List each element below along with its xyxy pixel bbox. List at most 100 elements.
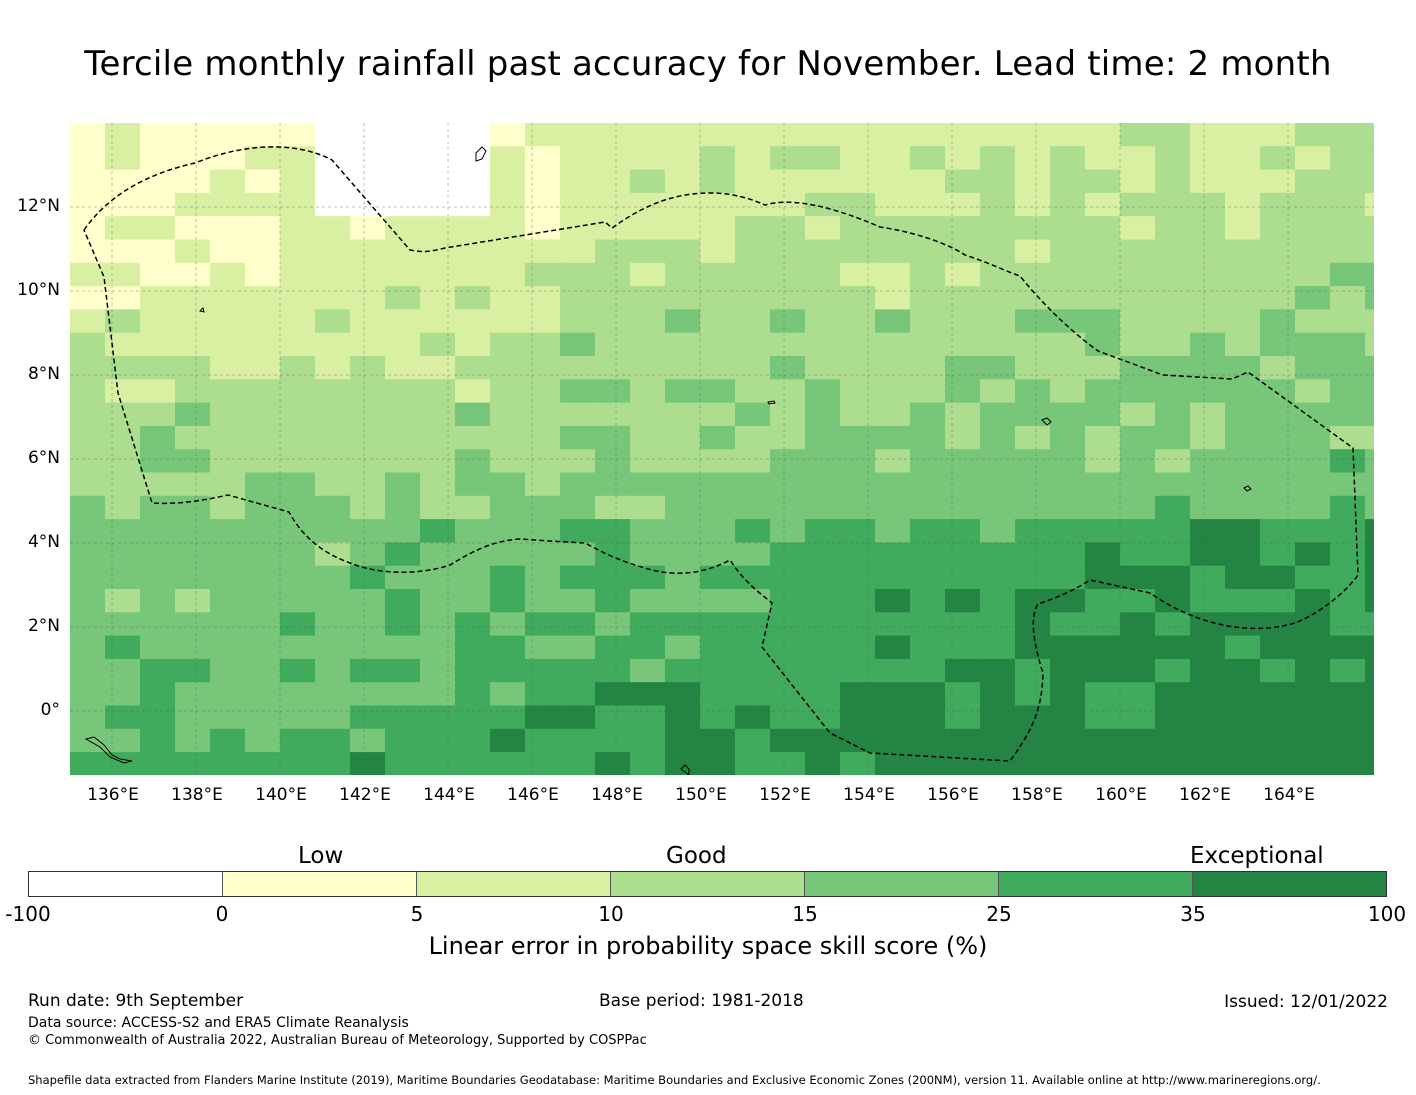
grid-cell [735, 495, 771, 520]
grid-cell [525, 192, 561, 217]
grid-cell [280, 495, 316, 520]
grid-cell [1295, 728, 1331, 753]
grid-cell [420, 752, 456, 775]
grid-cell [70, 728, 106, 753]
grid-cell [315, 239, 351, 264]
grid-cell [420, 402, 456, 427]
grid-cell [210, 752, 246, 775]
grid-cell [1015, 472, 1051, 497]
grid-cell [490, 612, 526, 637]
grid-cell [315, 542, 351, 567]
grid-cell [1190, 658, 1226, 683]
grid-cell [665, 332, 701, 357]
grid-cell [630, 309, 666, 334]
grid-cell [385, 495, 421, 520]
grid-cell [805, 425, 841, 450]
grid-cell [945, 309, 981, 334]
grid-cell [1050, 565, 1086, 590]
grid-cell [630, 752, 666, 775]
grid-cell [140, 589, 176, 613]
grid-cell [1365, 565, 1374, 590]
grid-cell [350, 612, 386, 637]
grid-cell [945, 402, 981, 427]
grid-cell [1155, 495, 1191, 520]
grid-cell [210, 169, 246, 194]
grid-cell [945, 192, 981, 217]
grid-cell [700, 682, 736, 706]
grid-cell [420, 262, 456, 287]
grid-cell [70, 216, 106, 240]
grid-cell [280, 728, 316, 753]
grid-cell [175, 635, 211, 660]
grid-cell [875, 519, 911, 543]
grid-cell [490, 216, 526, 240]
grid-cell [350, 542, 386, 567]
grid-cell [595, 309, 631, 334]
lat-label: 10°N [17, 280, 60, 300]
grid-cell [770, 123, 806, 147]
grid-cell [315, 472, 351, 497]
grid-cell [1050, 495, 1086, 520]
grid-cell [1295, 449, 1331, 473]
grid-cell [1015, 286, 1051, 310]
grid-cell [385, 449, 421, 473]
grid-cell [840, 356, 876, 380]
grid-cell [630, 146, 666, 171]
grid-cell [875, 495, 911, 520]
grid-cell [1120, 356, 1156, 380]
grid-cell [665, 123, 701, 147]
grid-cell [140, 356, 176, 380]
grid-cell [945, 728, 981, 753]
grid-cell [840, 658, 876, 683]
grid-cell [1155, 239, 1191, 264]
grid-cell [175, 519, 211, 543]
grid-cell [490, 752, 526, 775]
grid-cell [875, 146, 911, 171]
grid-cell [210, 286, 246, 310]
grid-cell [595, 286, 631, 310]
grid-cell [175, 472, 211, 497]
grid-cell [630, 658, 666, 683]
grid-cell [140, 309, 176, 334]
grid-cell [630, 425, 666, 450]
grid-cell [525, 519, 561, 543]
grid-cell [385, 635, 421, 660]
grid-cell [525, 658, 561, 683]
grid-cell [770, 728, 806, 753]
grid-cell [210, 682, 246, 706]
grid-cell [70, 123, 106, 147]
grid-cell [175, 495, 211, 520]
grid-cell [1295, 589, 1331, 613]
grid-cell [945, 449, 981, 473]
grid-cell [945, 752, 981, 775]
grid-cell [945, 332, 981, 357]
grid-cell [490, 635, 526, 660]
grid-cell [1050, 332, 1086, 357]
grid-cell [1260, 146, 1296, 171]
grid-cell [70, 495, 106, 520]
grid-cell [140, 449, 176, 473]
grid-cell [1120, 589, 1156, 613]
grid-cell [805, 752, 841, 775]
grid-cell [455, 728, 491, 753]
grid-cell [840, 379, 876, 404]
grid-cell [350, 356, 386, 380]
grid-cell [560, 449, 596, 473]
grid-cell [1015, 309, 1051, 334]
grid-cell [525, 332, 561, 357]
grid-cell [1155, 379, 1191, 404]
grid-cell [105, 286, 141, 310]
grid-cell [490, 565, 526, 590]
grid-cell [245, 262, 281, 287]
grid-cell [210, 123, 246, 147]
grid-cell [980, 658, 1016, 683]
grid-cell [245, 658, 281, 683]
grid-cell [175, 356, 211, 380]
grid-cell [770, 449, 806, 473]
grid-cell [315, 146, 351, 171]
lon-label: 138°E [171, 785, 223, 805]
grid-cell [245, 612, 281, 637]
grid-cell [1085, 262, 1121, 287]
grid-cell [700, 309, 736, 334]
grid-cell [665, 425, 701, 450]
